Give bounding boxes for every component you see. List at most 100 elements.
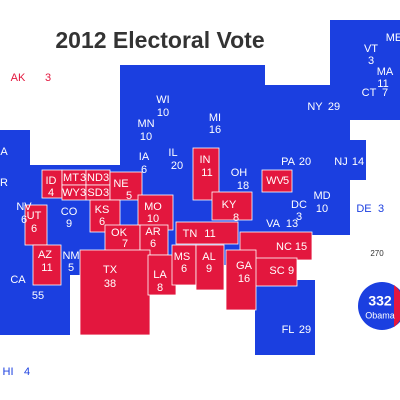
state-votes: 16 (209, 124, 221, 136)
state-abbr: MA (377, 66, 394, 78)
tally-name: Obama (365, 310, 395, 320)
state-abbr: IA (139, 151, 150, 163)
state-abbr: A (0, 146, 8, 158)
state-votes: 16 (238, 273, 250, 285)
state-abbr: KY (222, 199, 237, 211)
state-votes: 3 (80, 187, 86, 199)
state-abbr: IN (200, 154, 211, 166)
state-votes: 20 (171, 160, 183, 172)
threshold-label: 270 (370, 249, 384, 258)
state-abbr: SD (87, 187, 102, 199)
state-votes: 6 (31, 223, 37, 235)
state-block (175, 221, 239, 245)
title: 2012 Electoral Vote (55, 27, 264, 53)
state-votes: 8 (233, 212, 239, 224)
state-abbr: GA (236, 260, 253, 272)
state-votes: 6 (99, 216, 105, 228)
state-abbr: ID (46, 175, 57, 187)
state-block (171, 244, 197, 286)
state-abbr: VT (364, 43, 378, 55)
state-votes: 29 (299, 324, 311, 336)
land-block (200, 85, 260, 105)
tally-votes: 332 (368, 293, 392, 309)
state-votes: 5 (126, 190, 132, 202)
state-votes: 11 (204, 228, 215, 240)
state-votes: 10 (316, 203, 328, 215)
state-votes: 10 (147, 213, 159, 225)
state-votes: 6 (21, 214, 27, 226)
state-abbr: FL (282, 324, 295, 336)
state-votes: 15 (295, 241, 307, 253)
state-abbr: NM (62, 250, 79, 262)
state-votes: 3 (378, 203, 384, 215)
state-votes: 10 (157, 107, 169, 119)
state-block (192, 147, 220, 201)
state-block (147, 254, 177, 296)
state-abbr: NV (16, 201, 32, 213)
land-block (255, 280, 315, 355)
state-votes: 18 (237, 180, 249, 192)
state-block (137, 194, 174, 231)
state-abbr: OH (231, 167, 248, 179)
state-votes: 13 (286, 218, 298, 230)
state-votes: 10 (140, 131, 152, 143)
state-abbr: NC (276, 241, 292, 253)
state-votes: 38 (104, 278, 116, 290)
state-votes: 11 (41, 262, 52, 274)
state-votes: 4 (48, 187, 54, 199)
state-abbr: WI (156, 94, 169, 106)
state-abbr: MD (313, 190, 330, 202)
state-votes: 5 (283, 175, 289, 187)
state-votes: 9 (66, 218, 72, 230)
state-block (225, 249, 257, 311)
state-votes: 3 (80, 172, 86, 184)
state-abbr: MI (209, 112, 221, 124)
state-abbr: ME (386, 32, 400, 44)
state-abbr: AL (202, 251, 215, 263)
state-abbr: SC (269, 265, 284, 277)
state-abbr: R (0, 177, 8, 189)
state-abbr: KS (95, 204, 110, 216)
state-abbr: AR (145, 226, 160, 238)
state-block (195, 244, 225, 291)
state-block (32, 244, 62, 286)
state-abbr: WV (266, 175, 284, 187)
state-abbr: IL (168, 147, 177, 159)
state-abbr: DC (291, 199, 307, 211)
state-votes: 3 (368, 55, 374, 67)
state-abbr: HI (3, 366, 14, 378)
state-votes: 7 (122, 238, 128, 250)
state-abbr: TX (103, 264, 118, 276)
state-votes: 55 (32, 290, 44, 302)
state-abbr: CT (362, 87, 377, 99)
state-votes: 20 (299, 156, 311, 168)
state-abbr: ND (87, 172, 103, 184)
state-votes: 8 (157, 282, 163, 294)
state-abbr: TN (183, 228, 198, 240)
state-abbr: MT (63, 172, 79, 184)
state-block (251, 257, 298, 287)
state-block (79, 249, 151, 336)
state-abbr: MS (174, 251, 191, 263)
land-block (330, 20, 400, 120)
state-abbr: DE (356, 203, 371, 215)
state-votes: 11 (377, 78, 388, 90)
state-votes: 9 (206, 263, 212, 275)
state-abbr: NE (113, 178, 128, 190)
state-votes: 11 (201, 167, 212, 179)
state-abbr: WY (62, 187, 80, 199)
state-votes: 3 (103, 187, 109, 199)
state-abbr: CO (61, 206, 78, 218)
state-abbr: CA (10, 274, 26, 286)
state-votes: 9 (288, 265, 294, 277)
state-votes: 29 (328, 101, 340, 113)
state-block (261, 169, 293, 193)
tally-slice (394, 285, 400, 327)
state-block (211, 191, 253, 221)
state-abbr: MO (144, 201, 162, 213)
state-votes: 3 (103, 172, 109, 184)
state-abbr: AK (11, 72, 26, 84)
state-abbr: NJ (334, 156, 347, 168)
